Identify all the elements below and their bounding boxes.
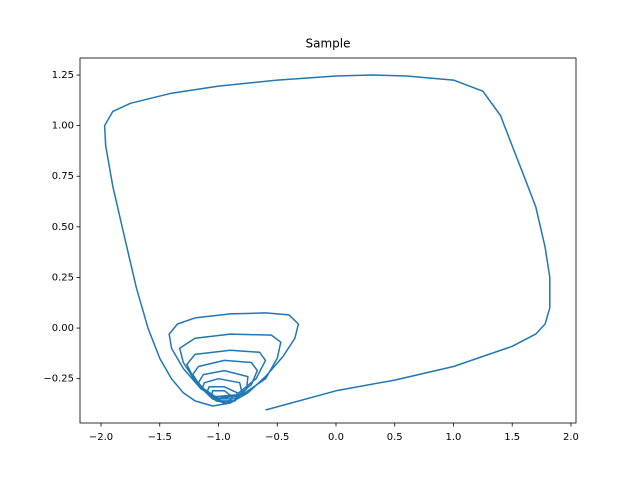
y-tick-label: 0.25 xyxy=(52,272,74,283)
y-tick-label: 0.00 xyxy=(52,323,74,334)
x-tick-label: −1.0 xyxy=(206,432,230,443)
line-series xyxy=(103,74,551,411)
y-tick-label: 0.75 xyxy=(52,171,74,182)
y-tick-label: 1.25 xyxy=(52,70,74,81)
x-tick-label: −1.5 xyxy=(148,432,172,443)
x-tick-label: 1.0 xyxy=(446,432,462,443)
x-tick-label: 1.5 xyxy=(504,432,520,443)
x-tick-label: 0.0 xyxy=(328,432,344,443)
y-tick-label: 1.00 xyxy=(52,121,74,132)
x-tick-label: −2.0 xyxy=(89,432,113,443)
chart-title: Sample xyxy=(306,37,351,51)
x-tick-label: −0.5 xyxy=(265,432,289,443)
y-tick-label: −0.25 xyxy=(43,374,74,385)
x-tick-label: 0.5 xyxy=(387,432,403,443)
y-tick-label: 0.50 xyxy=(52,222,74,233)
plot-frame xyxy=(79,57,577,424)
x-tick-label: 2.0 xyxy=(563,432,579,443)
